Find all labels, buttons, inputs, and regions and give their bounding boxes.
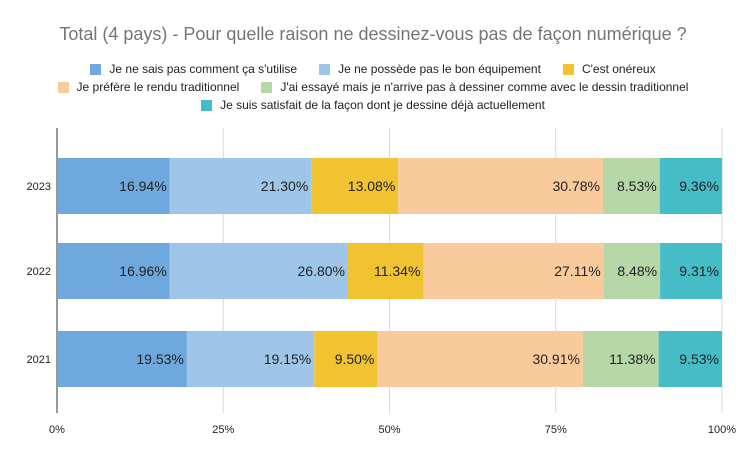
legend-label: C'est onéreux — [581, 62, 656, 76]
x-tick-label: 25% — [212, 424, 234, 436]
y-tick-label: 2021 — [27, 354, 51, 366]
legend-item: J'ai essayé mais je n'arrive pas à dessi… — [261, 80, 688, 94]
legend-swatch — [319, 63, 331, 75]
data-label: 16.96% — [119, 263, 166, 279]
legend-item: Je ne possède pas le bon équipement — [319, 62, 541, 76]
data-label: 11.34% — [374, 263, 420, 279]
bar-segment — [377, 331, 583, 387]
chart-title: Total (4 pays) - Pour quelle raison ne d… — [59, 24, 687, 44]
bar-segment — [314, 331, 378, 387]
legend-item: Je préfère le rendu traditionnel — [57, 80, 240, 94]
data-label: 19.53% — [136, 351, 183, 367]
x-tick-label: 100% — [708, 424, 736, 436]
data-label: 30.91% — [532, 351, 579, 367]
legend-swatch — [57, 81, 69, 93]
y-tick-label: 2022 — [27, 266, 51, 278]
legend-label: Je suis satisfait de la façon dont je de… — [220, 98, 545, 112]
bar-segment — [169, 158, 312, 214]
bar-segment — [57, 243, 170, 299]
bar-segment — [398, 158, 603, 214]
legend-row-1: Je ne sais pas comment ça s'utilise Je n… — [0, 60, 746, 78]
legend-swatch — [261, 81, 273, 93]
legend-item: Je suis satisfait de la façon dont je de… — [201, 98, 545, 112]
x-tick-label: 50% — [378, 424, 400, 436]
bar-segment — [660, 243, 722, 299]
legend-item: Je ne sais pas comment ça s'utilise — [90, 62, 297, 76]
legend-swatch — [90, 63, 102, 75]
data-label: 8.48% — [617, 263, 657, 279]
data-label: 30.78% — [552, 178, 599, 194]
y-tick-label: 2023 — [27, 181, 51, 193]
bar-segment — [169, 243, 349, 299]
data-label: 26.80% — [298, 263, 345, 279]
bar-segment — [603, 243, 661, 299]
legend-row-3: Je suis satisfait de la façon dont je de… — [0, 96, 746, 114]
data-label: 9.53% — [679, 351, 719, 367]
bar-segment — [423, 243, 604, 299]
bar-segment — [57, 331, 187, 387]
data-label: 21.30% — [261, 178, 308, 194]
legend: Je ne sais pas comment ça s'utilise Je n… — [0, 60, 746, 114]
legend-row-2: Je préfère le rendu traditionnel J'ai es… — [0, 78, 746, 96]
bar-segment — [602, 158, 660, 214]
x-tick-label: 0% — [49, 424, 65, 436]
data-label: 9.50% — [335, 351, 375, 367]
data-label: 9.31% — [679, 263, 719, 279]
data-label: 27.11% — [554, 263, 600, 279]
data-label: 11.38% — [609, 351, 655, 367]
bar-segment — [582, 331, 659, 387]
legend-swatch — [562, 63, 574, 75]
legend-label: J'ai essayé mais je n'arrive pas à dessi… — [280, 80, 689, 94]
bar-segment — [186, 331, 315, 387]
bar-segment — [311, 158, 399, 214]
bar-segment — [658, 331, 722, 387]
legend-item: C'est onéreux — [562, 62, 656, 76]
legend-swatch — [201, 99, 213, 111]
data-label: 16.94% — [119, 178, 166, 194]
data-label: 9.36% — [679, 178, 719, 194]
legend-label: Je préfère le rendu traditionnel — [76, 80, 240, 94]
legend-label: Je ne possède pas le bon équipement — [338, 62, 541, 76]
bar-segment — [659, 158, 722, 214]
legend-label: Je ne sais pas comment ça s'utilise — [109, 62, 298, 76]
bar-segment — [348, 243, 424, 299]
bar-segment — [57, 158, 170, 214]
data-label: 13.08% — [348, 178, 395, 194]
x-tick-label: 75% — [545, 424, 567, 436]
data-label: 8.53% — [617, 178, 657, 194]
data-label: 19.15% — [264, 351, 311, 367]
